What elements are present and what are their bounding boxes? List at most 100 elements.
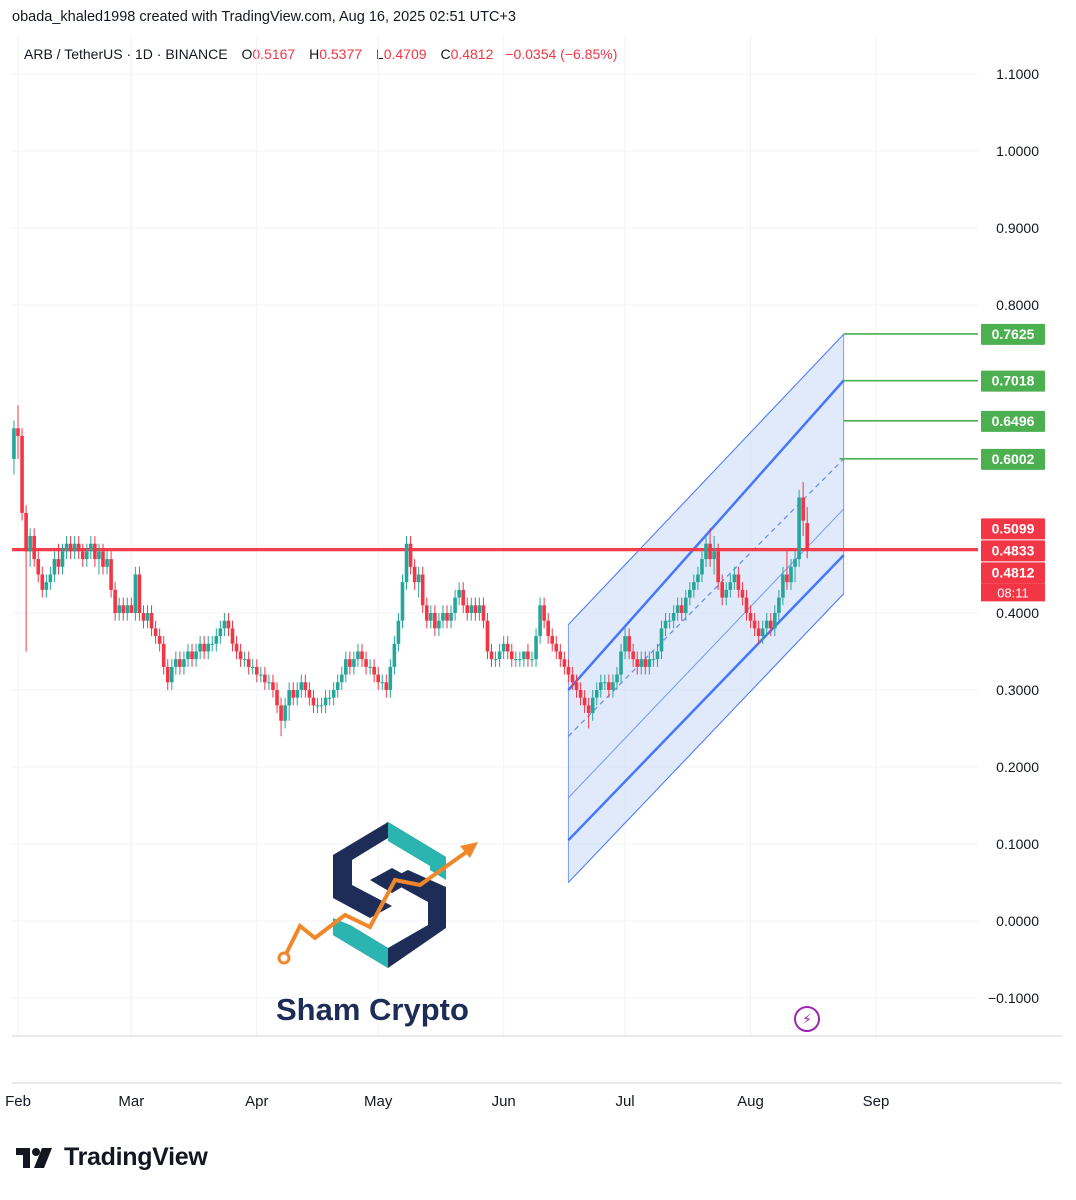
candle-body [364,659,368,667]
candle [732,566,737,590]
candle [408,536,413,575]
candle [380,674,385,690]
candle-body [623,636,627,652]
candle-body [76,543,81,552]
candle [271,674,275,698]
candle-body [708,543,712,560]
candle [214,628,219,652]
candle-body [384,682,389,690]
candle-body [732,574,737,583]
candle-body [542,605,546,621]
candle [635,651,640,675]
candle-body [250,666,255,668]
candle [234,636,239,660]
candle [222,612,227,637]
candle-body [335,682,340,690]
candle [773,605,777,637]
x-tick-label: Jun [492,1093,516,1110]
candle-body [307,689,312,698]
high-label: H [309,46,320,62]
price-label-text: 0.7018 [992,373,1035,389]
candle-body [109,559,113,590]
candle-body [174,659,178,667]
candle-body [554,643,559,652]
candle [157,628,162,652]
candle-body [68,543,73,552]
candle [186,643,190,667]
candle-body [380,682,385,684]
candle-body [32,536,36,560]
candle-body [372,666,376,675]
candle-body [72,543,77,552]
candle [542,597,546,629]
channel-line [568,593,844,883]
chart-attribution: obada_khaled1998 created with TradingVie… [12,9,516,25]
candle [129,597,134,613]
candle-body [768,620,773,629]
candle-body [433,612,437,629]
high-value: 0.5377 [319,46,363,62]
candle-body [449,612,453,621]
candle [295,682,300,706]
candle [356,643,360,667]
candle-body [712,551,716,560]
candle-body [315,705,320,707]
candle [777,589,781,621]
candle [514,651,518,667]
candle [376,666,380,690]
candle-body [125,605,130,613]
candle-body [416,574,421,583]
candle [805,506,809,559]
candle-body [319,705,324,707]
candle [137,566,142,621]
candle [477,597,482,621]
candle [534,628,538,667]
candle [169,659,174,690]
logo-brand-name: Sham Crypto [276,992,469,1027]
candle-body [60,551,65,567]
candle-body [724,589,729,598]
candle [546,612,550,644]
price-label-text: 0.6496 [992,413,1035,429]
candle-body [141,612,146,621]
candle-body [287,689,291,706]
candle-body [465,605,470,613]
change-value: −0.0354 (−6.85%) [505,46,618,62]
candle-body [631,651,635,660]
candlesticks [12,405,809,737]
candle [64,536,69,560]
candle-body [348,659,352,667]
candle-body [48,574,53,583]
candle [700,551,704,583]
candle-body [376,674,380,683]
candle-body [781,574,785,598]
y-tick-label: 0.0000 [996,913,1039,929]
candle-body [635,659,640,667]
candle-body [339,674,344,683]
candle-body [789,566,793,583]
symbol-name[interactable]: ARB / TetherUS · 1D · BINANCE [24,46,228,62]
chart-grid [12,36,978,1036]
candle [485,612,490,660]
candle-body [80,551,85,560]
logo-s-teal-bottom [333,918,388,968]
price-label-box [981,540,1045,562]
logo-arrow-line [282,846,474,959]
candle-body [85,551,89,560]
lightning-icon[interactable]: ⚡ [794,1006,820,1032]
candle-body [153,628,158,637]
price-chart[interactable]: 1.1000 1.0000 0.9000 0.8000 0.4000 0.3000 0.20… [0,0,1076,1135]
candle [52,551,57,583]
candle [182,651,186,675]
candle [404,536,409,590]
candle-body [461,589,465,606]
candle-body [473,605,478,613]
candle-body [671,612,676,621]
horizontal-lines [12,333,978,552]
candle-body [16,428,20,436]
candle [756,620,761,644]
candle-body [202,643,206,652]
candle-body [129,605,134,613]
price-label-box [981,410,1045,432]
candle [619,643,623,683]
